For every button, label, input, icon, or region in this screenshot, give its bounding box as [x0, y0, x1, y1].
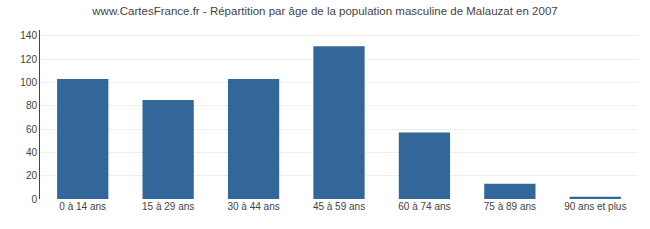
svg-text:90 ans et plus: 90 ans et plus — [564, 201, 626, 212]
svg-text:20: 20 — [26, 170, 38, 181]
svg-text:0 à 14 ans: 0 à 14 ans — [59, 201, 106, 212]
svg-text:140: 140 — [20, 30, 37, 41]
svg-text:75 à 89 ans: 75 à 89 ans — [484, 201, 536, 212]
svg-text:0: 0 — [31, 194, 37, 205]
svg-text:15 à 29 ans: 15 à 29 ans — [142, 201, 194, 212]
svg-text:www.CartesFrance.fr - Répartit: www.CartesFrance.fr - Répartition par âg… — [91, 5, 557, 17]
svg-text:100: 100 — [20, 77, 37, 88]
svg-text:60: 60 — [26, 124, 38, 135]
svg-text:60 à 74 ans: 60 à 74 ans — [398, 201, 450, 212]
svg-text:40: 40 — [26, 147, 38, 158]
svg-text:45 à 59 ans: 45 à 59 ans — [313, 201, 365, 212]
svg-text:120: 120 — [20, 54, 37, 65]
svg-text:30 à 44 ans: 30 à 44 ans — [227, 201, 279, 212]
svg-text:80: 80 — [26, 100, 38, 111]
